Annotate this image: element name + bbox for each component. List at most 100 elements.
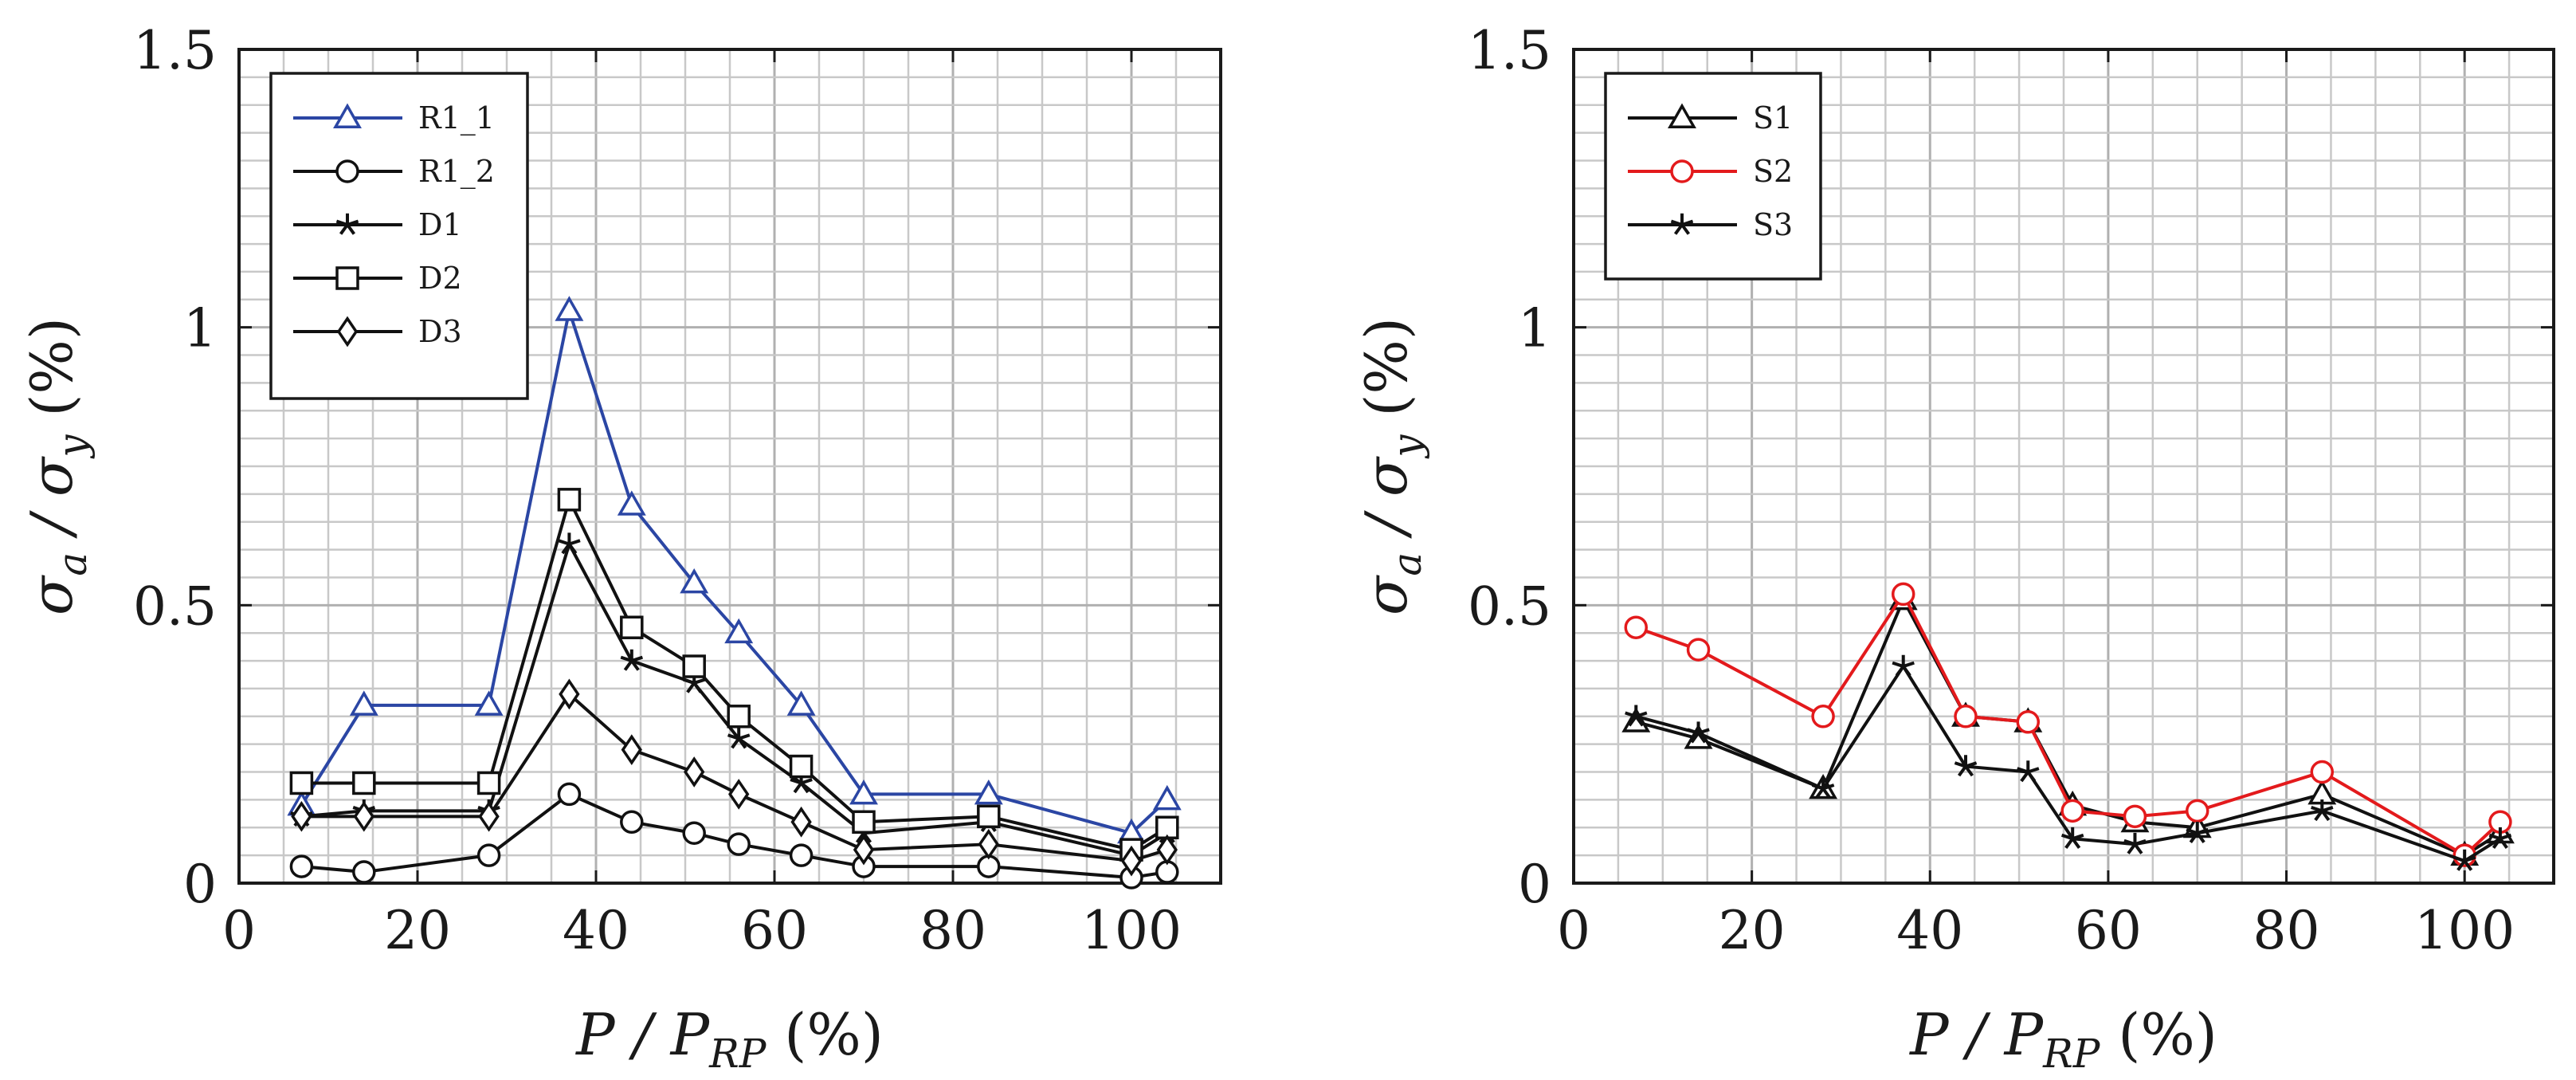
data-point-R1_1 (786, 690, 816, 716)
data-point-D1 (727, 727, 751, 749)
data-point-S3 (1687, 721, 1710, 744)
data-point-D2 (789, 754, 814, 779)
series-line-R1_2 (301, 792, 1168, 880)
series-line-D3 (301, 692, 1168, 863)
data-point-R1_2 (620, 810, 644, 835)
legend-entry-S1: S1 (1628, 100, 1793, 135)
legend-label: D3 (418, 314, 462, 349)
legend-entry-D1: D1 (293, 207, 462, 242)
data-point-R1_1 (349, 690, 378, 716)
legend-entry-S3: S3 (1628, 207, 1793, 242)
data-point-R1_2 (557, 782, 582, 807)
y-tick-label: 1.5 (133, 20, 217, 81)
data-point-S3 (2452, 849, 2476, 871)
legend-entry-R1_1: R1_1 (293, 100, 495, 136)
plot-frame (237, 48, 1222, 885)
data-point-D1 (620, 649, 644, 671)
series-line-S3 (1635, 665, 2501, 863)
data-point-D1 (558, 532, 581, 555)
data-point-D3 (1156, 834, 1178, 866)
data-point-S3 (2311, 799, 2334, 822)
legend-marker (335, 159, 359, 183)
legend-marker (1668, 103, 1696, 128)
data-point-D2 (727, 705, 751, 729)
legend-label: S1 (1753, 100, 1793, 135)
series-group (1621, 582, 2515, 871)
data-point-R1_2 (789, 843, 814, 867)
data-point-S2 (2310, 760, 2335, 784)
legend-marker (1670, 159, 1694, 183)
data-point-D3 (978, 828, 999, 860)
series-line-R1_1 (300, 308, 1169, 835)
data-point-D2 (476, 771, 501, 795)
x-tick-label: 60 (741, 900, 808, 961)
data-point-S3 (2186, 821, 2209, 843)
legend-label: R1_2 (418, 154, 495, 190)
data-point-S3 (1625, 705, 1648, 727)
y-tick-label: 1.5 (1468, 20, 1551, 81)
data-point-R1_1 (1152, 784, 1182, 811)
data-point-D3 (621, 734, 642, 766)
y-tick-label: 0.5 (1468, 575, 1551, 637)
data-point-D2 (620, 615, 644, 639)
y-axis-label: σa / σy (%) (18, 317, 96, 615)
y-tick-label: 0.5 (133, 575, 217, 637)
data-point-R1_1 (724, 618, 754, 644)
data-point-S3 (1892, 654, 1915, 677)
x-tick-label: 60 (2075, 900, 2142, 961)
data-point-S2 (2060, 799, 2084, 823)
x-tick-label: 40 (1896, 900, 1963, 961)
series-group (287, 296, 1182, 890)
data-point-S3 (2017, 760, 2040, 783)
legend: S1 S2 S3 (1604, 72, 1822, 281)
legend-entry-R1_2: R1_2 (293, 154, 495, 190)
data-point-S3 (1811, 777, 1835, 799)
data-point-S2 (2123, 804, 2147, 829)
series-S1 (1621, 584, 2515, 866)
series-R1_1 (287, 296, 1182, 844)
x-tick-label: 0 (1557, 900, 1590, 961)
legend: R1_1 R1_2 D1 D2 D3 (269, 72, 529, 400)
data-point-R1_1 (849, 779, 878, 805)
data-point-S2 (1624, 615, 1649, 639)
data-point-D3 (790, 806, 812, 838)
data-point-D2 (352, 771, 376, 795)
y-tick-label: 0 (1518, 854, 1551, 915)
legend-entry-D3: D3 (293, 314, 462, 349)
series-S2 (1624, 582, 2512, 867)
data-point-S2 (1891, 582, 1915, 607)
data-point-D2 (852, 810, 876, 835)
data-point-S3 (2488, 827, 2512, 849)
legend-label: D2 (418, 261, 462, 296)
series-line-D2 (301, 497, 1168, 852)
data-point-D3 (353, 800, 374, 832)
legend-marker (336, 316, 359, 348)
legend-entry-S2: S2 (1628, 154, 1793, 189)
data-point-R1_2 (727, 832, 751, 856)
right-chart: 0 20 40 60 80 100 0 0.5 1 1.5 P / PRP (%) σa / σy (… (1353, 20, 2555, 1077)
data-point-D2 (289, 771, 314, 795)
x-tick-label: 20 (384, 900, 451, 961)
data-point-D3 (853, 834, 875, 866)
legend-marker (1670, 213, 1694, 235)
data-point-R1_1 (555, 296, 584, 321)
data-point-S3 (2060, 827, 2084, 849)
series-D1 (290, 532, 1179, 866)
x-axis-label: P / PRP (%) (1908, 1001, 2217, 1077)
legend-label: S3 (1753, 207, 1793, 242)
x-tick-label: 80 (919, 900, 986, 961)
data-point-S2 (2016, 710, 2041, 734)
data-point-S2 (1954, 705, 1978, 729)
x-tick-label: 100 (1081, 900, 1182, 961)
data-point-S2 (1811, 705, 1835, 729)
series-D2 (289, 488, 1179, 862)
x-tick-label: 20 (1719, 900, 1786, 961)
y-tick-label: 0 (183, 854, 217, 915)
data-point-S3 (1954, 755, 1978, 777)
data-point-D3 (728, 779, 750, 810)
data-point-S2 (2185, 799, 2209, 823)
data-point-R1_1 (680, 567, 709, 594)
x-tick-label: 40 (563, 900, 629, 961)
legend-box (1604, 72, 1822, 281)
plot-frame (1572, 48, 2555, 885)
